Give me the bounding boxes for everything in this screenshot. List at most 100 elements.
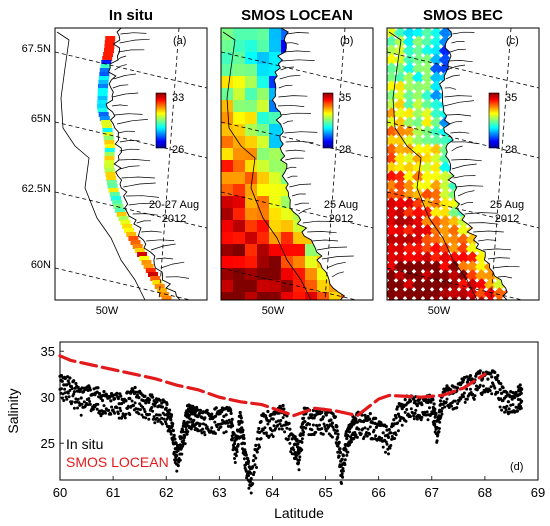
salinity-cell <box>233 160 246 173</box>
salinity-cell <box>411 161 426 175</box>
in-situ-point <box>366 414 370 419</box>
in-situ-point <box>189 417 193 421</box>
in-situ-point <box>192 418 196 422</box>
salinity-cell <box>159 292 170 297</box>
in-situ-point <box>246 459 251 463</box>
colorbar-max-smos-locean: 35 <box>339 92 351 104</box>
in-situ-point <box>443 405 447 409</box>
in-situ-point <box>359 432 363 436</box>
in-situ-point <box>72 390 76 394</box>
in-situ-point <box>138 402 142 406</box>
salinity-cell <box>269 292 282 300</box>
in-situ-point <box>335 425 339 429</box>
in-situ-point <box>96 386 100 390</box>
in-situ-point <box>172 450 176 454</box>
in-situ-point <box>144 416 148 420</box>
in-situ-point <box>143 394 147 398</box>
in-situ-point <box>109 412 113 416</box>
salinity-cell <box>221 160 222 173</box>
in-situ-point <box>74 381 78 386</box>
in-situ-point <box>474 374 478 378</box>
in-situ-point <box>341 454 345 458</box>
in-situ-point <box>273 412 277 416</box>
in-situ-point <box>182 439 186 442</box>
salinity-cell <box>221 244 222 257</box>
in-situ-point <box>435 426 439 430</box>
in-situ-point <box>254 443 258 447</box>
in-situ-point <box>198 422 202 426</box>
fjord <box>282 59 315 62</box>
in-situ-point <box>252 454 256 458</box>
in-situ-point <box>274 420 278 424</box>
depth-contour <box>56 31 146 300</box>
in-situ-point <box>462 391 466 395</box>
in-situ-point <box>82 400 86 404</box>
in-situ-point <box>123 416 127 420</box>
in-situ-point <box>389 431 393 435</box>
in-situ-point <box>413 399 417 403</box>
fjord <box>165 276 190 279</box>
salinity-cell <box>221 148 222 161</box>
in-situ-point <box>187 420 191 424</box>
in-situ-point <box>109 399 113 403</box>
salinity-cell <box>100 120 111 125</box>
in-situ-point <box>343 463 347 467</box>
salinity-cell <box>221 184 234 197</box>
salinity-cell <box>114 208 125 213</box>
latitude-line <box>221 191 373 229</box>
in-situ-point <box>473 394 477 398</box>
in-situ-point <box>263 426 267 430</box>
salinity-cell <box>411 224 426 238</box>
in-situ-point <box>160 405 164 409</box>
salinity-cell <box>429 143 444 157</box>
in-situ-point <box>331 425 335 429</box>
in-situ-point <box>336 432 340 436</box>
in-situ-point <box>183 442 187 446</box>
fjord <box>448 60 473 63</box>
x-tick-label: 63 <box>212 485 226 500</box>
in-situ-point <box>408 399 413 403</box>
salinity-cell <box>257 100 270 113</box>
in-situ-point <box>393 437 397 440</box>
in-situ-point <box>119 394 123 398</box>
salinity-cell <box>305 292 318 300</box>
salinity-cell <box>221 244 234 257</box>
salinity-cell <box>269 208 282 221</box>
in-situ-point <box>88 400 92 403</box>
salinity-cell <box>429 206 444 220</box>
in-situ-point <box>180 452 184 456</box>
salinity-cell <box>139 256 150 261</box>
salinity-cell <box>281 208 294 221</box>
in-situ-point <box>144 401 148 405</box>
salinity-cell <box>393 134 408 148</box>
salinity-cell <box>221 124 222 137</box>
salinity-cell <box>411 233 426 247</box>
salinity-cell <box>257 148 270 161</box>
map-date-line-1-smos-bec: 25 Aug <box>490 199 524 211</box>
in-situ-point <box>349 440 353 444</box>
salinity-cell <box>402 197 417 211</box>
in-situ-point <box>185 432 189 436</box>
salinity-cell <box>456 224 471 238</box>
salinity-cell <box>411 188 426 202</box>
fjord <box>446 64 466 71</box>
salinity-cell <box>245 64 258 77</box>
in-situ-point <box>223 421 227 425</box>
in-situ-point <box>303 420 307 424</box>
in-situ-point <box>419 418 423 422</box>
map-frame-in-situ <box>54 27 208 301</box>
in-situ-point <box>336 435 340 439</box>
salinity-cell <box>429 242 444 256</box>
salinity-cell <box>502 305 515 318</box>
in-situ-point <box>271 417 275 421</box>
in-situ-point <box>132 404 136 408</box>
salinity-cell <box>429 161 444 175</box>
salinity-cell <box>120 220 131 225</box>
salinity-cell <box>465 242 480 256</box>
in-situ-point <box>335 429 339 433</box>
map-panel-smos-bec <box>387 28 539 318</box>
in-situ-point <box>420 403 424 407</box>
fjord <box>111 104 128 107</box>
salinity-cell <box>269 268 282 281</box>
in-situ-point <box>203 433 207 437</box>
